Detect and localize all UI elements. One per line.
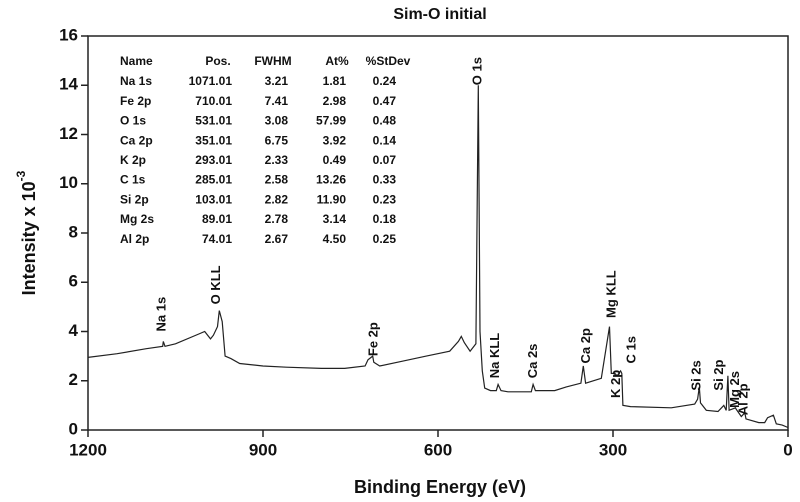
- peak-label: Ca 2p: [578, 328, 593, 363]
- peak-label: Mg 2s: [727, 371, 742, 408]
- table-cell: 89.01: [202, 212, 232, 226]
- table-cell: 74.01: [202, 232, 232, 246]
- table-cell: 11.90: [317, 192, 347, 206]
- table-cell: Ca 2p: [120, 133, 153, 147]
- table-cell: Na 1s: [120, 74, 152, 88]
- table-cell: 2.98: [323, 94, 347, 108]
- x-tick-label: 600: [424, 440, 452, 459]
- peak-label: C 1s: [624, 336, 639, 363]
- table-cell: 0.33: [373, 173, 397, 187]
- peak-label: Ca 2s: [525, 344, 540, 379]
- x-tick-label: 0: [783, 440, 792, 459]
- table-cell: C 1s: [120, 173, 146, 187]
- table-cell: 2.58: [265, 173, 289, 187]
- table-cell: 0.23: [373, 192, 397, 206]
- table-cell: 2.78: [265, 212, 289, 226]
- table-header: Pos.: [205, 54, 230, 68]
- table-cell: 3.14: [323, 212, 347, 226]
- table-cell: 0.49: [323, 153, 347, 167]
- table-cell: Fe 2p: [120, 94, 151, 108]
- table-cell: 3.92: [323, 133, 347, 147]
- y-tick-label: 16: [59, 25, 78, 44]
- y-tick-label: 8: [69, 222, 78, 241]
- table-cell: 4.50: [323, 232, 347, 246]
- table-cell: 1071.01: [189, 74, 233, 88]
- table-cell: K 2p: [120, 153, 146, 167]
- plot-frame: [87, 35, 789, 431]
- x-axis-label: Binding Energy (eV): [354, 477, 526, 497]
- x-tick-label: 300: [599, 440, 627, 459]
- y-tick-label: 14: [59, 75, 78, 94]
- y-axis-label-exponent: -3: [14, 170, 28, 181]
- table-cell: 1.81: [323, 74, 347, 88]
- table-cell: Si 2p: [120, 192, 149, 206]
- table-cell: 13.26: [316, 173, 346, 187]
- table-cell: Al 2p: [120, 232, 149, 246]
- chart-title: Sim-O initial: [393, 6, 486, 23]
- peak-label: Na 1s: [154, 297, 169, 332]
- y-tick-label: 10: [59, 173, 78, 192]
- table-cell: 0.48: [373, 114, 397, 128]
- table-cell: 0.18: [373, 212, 397, 226]
- table-cell: 57.99: [316, 114, 346, 128]
- table-header: %StDev: [366, 54, 411, 68]
- peak-label: Al 2p: [736, 383, 751, 415]
- table-cell: 351.01: [195, 133, 232, 147]
- table-cell: 285.01: [195, 173, 232, 187]
- peak-label: O 1s: [470, 57, 485, 85]
- peak-label: Mg KLL: [603, 270, 618, 318]
- y-tick-label: 2: [69, 370, 78, 389]
- y-tick-label: 6: [69, 272, 78, 291]
- table-cell: 7.41: [265, 94, 289, 108]
- y-tick-label: 4: [69, 321, 79, 340]
- peak-label: Fe 2p: [365, 322, 380, 356]
- table-cell: 2.82: [265, 192, 289, 206]
- table-cell: 0.47: [373, 94, 397, 108]
- peak-label: Na KLL: [487, 333, 502, 379]
- peak-label: O KLL: [208, 265, 223, 304]
- y-axis-label: Intensity x 10-3: [14, 170, 39, 295]
- table-header: Name: [120, 54, 153, 68]
- table-cell: 6.75: [265, 133, 289, 147]
- y-axis-label-text: Intensity x 10: [19, 181, 39, 295]
- table-cell: 0.14: [373, 133, 397, 147]
- table-header: FWHM: [254, 54, 291, 68]
- peak-label: K 2p: [608, 370, 623, 398]
- table-cell: 2.33: [265, 153, 289, 167]
- x-tick-label: 900: [249, 440, 277, 459]
- table-cell: 293.01: [195, 153, 232, 167]
- table-cell: O 1s: [120, 114, 146, 128]
- table-cell: 2.67: [265, 232, 289, 246]
- y-tick-label: 0: [69, 419, 78, 438]
- table-cell: 0.24: [373, 74, 397, 88]
- table-cell: 0.25: [373, 232, 397, 246]
- table-header: At%: [325, 54, 349, 68]
- table-cell: 3.21: [265, 74, 289, 88]
- table-cell: 103.01: [195, 192, 232, 206]
- table-cell: 3.08: [265, 114, 289, 128]
- table-cell: 710.01: [195, 94, 232, 108]
- peak-label: Si 2s: [688, 360, 703, 390]
- table-cell: 0.07: [373, 153, 397, 167]
- peak-label: Si 2p: [711, 359, 726, 390]
- y-tick-label: 12: [59, 124, 78, 143]
- table-cell: Mg 2s: [120, 212, 154, 226]
- table-cell: 531.01: [195, 114, 232, 128]
- spectrum-line: [87, 85, 789, 429]
- x-tick-label: 1200: [69, 440, 107, 459]
